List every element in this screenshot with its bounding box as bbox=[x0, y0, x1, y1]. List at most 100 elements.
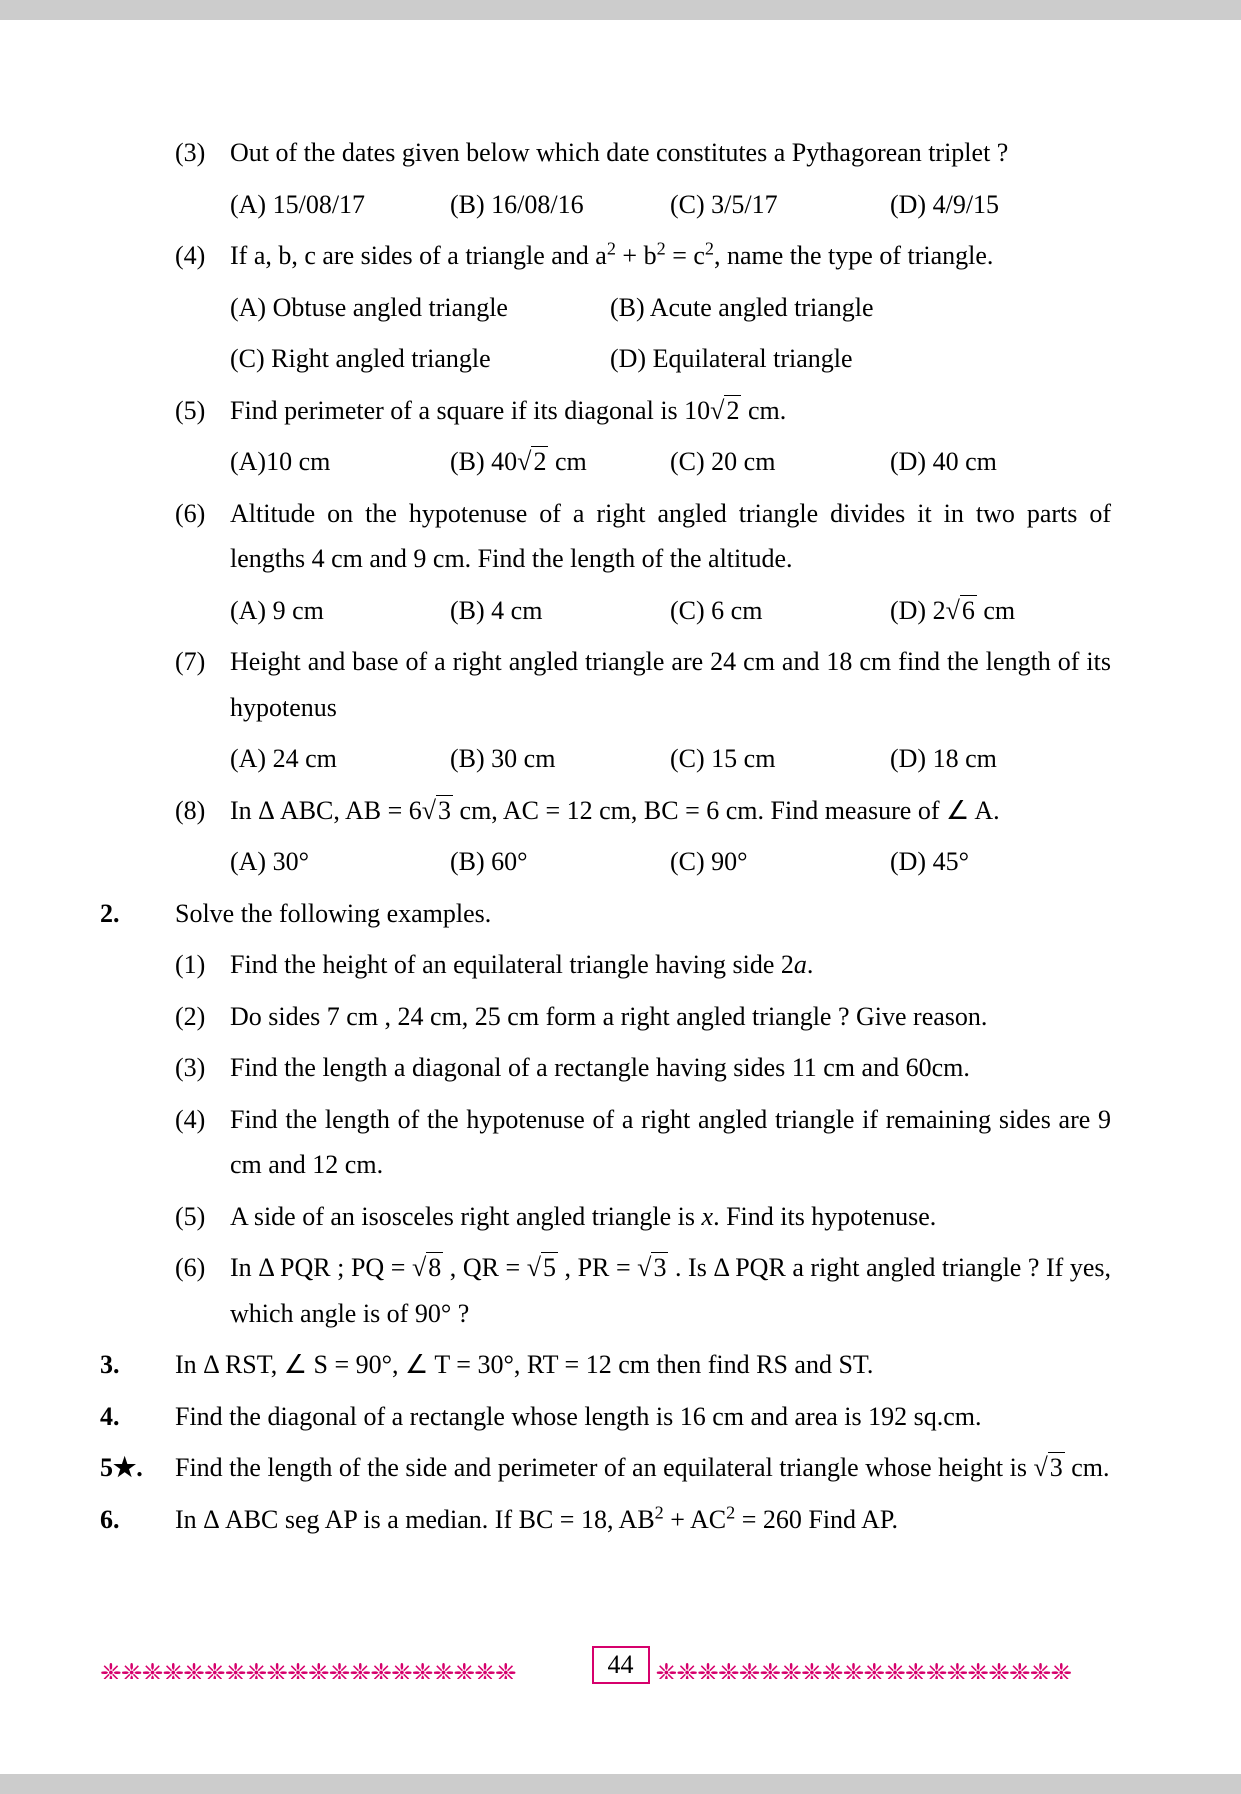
m2s1-ital: a bbox=[794, 950, 807, 979]
q4-end: , name the type of triangle. bbox=[714, 241, 993, 270]
footer-deco-right: ❈❈❈❈❈❈❈❈❈❈❈❈❈❈❈❈❈❈❈❈ bbox=[656, 1651, 1142, 1679]
m2s6-r1: 8 bbox=[426, 1252, 443, 1282]
q5-post: cm. bbox=[741, 396, 786, 425]
sqrt-icon: 2 bbox=[517, 439, 548, 485]
m4-text: Find the diagonal of a rectangle whose l… bbox=[175, 1394, 1111, 1440]
m2s5-ital: x bbox=[702, 1202, 714, 1231]
q5-pre: Find perimeter of a square if its diagon… bbox=[230, 396, 710, 425]
page: (3) Out of the dates given below which d… bbox=[0, 20, 1241, 1774]
m2s6-r3: 3 bbox=[651, 1252, 668, 1282]
sup-2b: 2 bbox=[657, 238, 666, 258]
q8-opt-d: (D) 45° bbox=[890, 839, 1110, 885]
sqrt-icon: 3 bbox=[637, 1245, 668, 1291]
q6-opt-a: (A) 9 cm bbox=[230, 588, 450, 634]
m2-sub-2: (2) Do sides 7 cm , 24 cm, 25 cm form a … bbox=[175, 994, 1111, 1040]
q6-opt-b: (B) 4 cm bbox=[450, 588, 670, 634]
q3-options: (A) 15/08/17 (B) 16/08/16 (C) 3/5/17 (D)… bbox=[230, 182, 1111, 228]
q8-opt-b: (B) 60° bbox=[450, 839, 670, 885]
footer: ❈❈❈❈❈❈❈❈❈❈❈❈❈❈❈❈❈❈❈❈ 44 ❈❈❈❈❈❈❈❈❈❈❈❈❈❈❈❈… bbox=[100, 1646, 1141, 1684]
m2-text: Solve the following examples. bbox=[175, 891, 1111, 937]
q4-text: If a, b, c are sides of a triangle and a… bbox=[230, 233, 1111, 279]
main-question-4: 4. Find the diagonal of a rectangle whos… bbox=[100, 1394, 1111, 1440]
sup-2d: 2 bbox=[655, 1502, 664, 1522]
question-3: (3) Out of the dates given below which d… bbox=[175, 130, 1111, 176]
m2-sub-4: (4) Find the length of the hypotenuse of… bbox=[175, 1097, 1111, 1188]
sqrt-icon: 5 bbox=[527, 1245, 558, 1291]
sup-2c: 2 bbox=[705, 238, 714, 258]
m2-sub-6: (6) In Δ PQR ; PQ = 8 , QR = 5 , PR = 3 … bbox=[175, 1245, 1111, 1336]
q5b-pre: (B) 40 bbox=[450, 447, 517, 476]
q8-root: 3 bbox=[436, 795, 453, 825]
main-question-6: 6. In Δ ABC seg AP is a median. If BC = … bbox=[100, 1497, 1111, 1543]
q5-opt-a: (A)10 cm bbox=[230, 439, 450, 485]
m2s1-num: (1) bbox=[175, 942, 230, 988]
m5-root: 3 bbox=[1048, 1452, 1065, 1482]
m5-post: cm. bbox=[1065, 1453, 1110, 1482]
m2s1-text: Find the height of an equilateral triang… bbox=[230, 942, 1111, 988]
question-6: (6) Altitude on the hypotenuse of a righ… bbox=[175, 491, 1111, 582]
q8-opt-c: (C) 90° bbox=[670, 839, 890, 885]
q5b-post: cm bbox=[548, 447, 586, 476]
q6-opt-c: (C) 6 cm bbox=[670, 588, 890, 634]
q6d-pre: (D) 2 bbox=[890, 596, 946, 625]
q7-opt-b: (B) 30 cm bbox=[450, 736, 670, 782]
q5b-root: 2 bbox=[531, 446, 548, 476]
m2s3-num: (3) bbox=[175, 1045, 230, 1091]
m6-num: 6. bbox=[100, 1497, 175, 1543]
m6-mid: + AC bbox=[664, 1505, 726, 1534]
sup-2e: 2 bbox=[726, 1502, 735, 1522]
m2s1-post: . bbox=[807, 950, 814, 979]
main-question-2: 2. Solve the following examples. bbox=[100, 891, 1111, 937]
q6-num: (6) bbox=[175, 491, 230, 582]
q7-num: (7) bbox=[175, 639, 230, 730]
m2s2-num: (2) bbox=[175, 994, 230, 1040]
sqrt-icon: 2 bbox=[710, 388, 741, 434]
q3-opt-b: (B) 16/08/16 bbox=[450, 182, 670, 228]
q3-opt-a: (A) 15/08/17 bbox=[230, 182, 450, 228]
m2s6-text: In Δ PQR ; PQ = 8 , QR = 5 , PR = 3 . Is… bbox=[230, 1245, 1111, 1336]
q4-opt-d: (D) Equilateral triangle bbox=[610, 336, 1111, 382]
sqrt-icon: 3 bbox=[1033, 1445, 1064, 1491]
m3-num: 3. bbox=[100, 1342, 175, 1388]
q8-text: In Δ ABC, AB = 6 3 cm, AC = 12 cm, BC = 6… bbox=[230, 788, 1111, 834]
q8-post: cm, AC = 12 cm, BC = 6 cm. Find measure … bbox=[453, 796, 1000, 825]
q4-options-row2: (C) Right angled triangle (D) Equilatera… bbox=[230, 336, 1111, 382]
q5-opt-d: (D) 40 cm bbox=[890, 439, 1110, 485]
m2s5-num: (5) bbox=[175, 1194, 230, 1240]
page-number: 44 bbox=[592, 1646, 650, 1684]
m6-post: = 260 Find AP. bbox=[735, 1505, 898, 1534]
m2s5-pre: A side of an isosceles right angled tria… bbox=[230, 1202, 702, 1231]
m2s6-m2: , PR = bbox=[558, 1253, 637, 1282]
question-4: (4) If a, b, c are sides of a triangle a… bbox=[175, 233, 1111, 279]
m6-text: In Δ ABC seg AP is a median. If BC = 18,… bbox=[175, 1497, 1111, 1543]
m2s6-num: (6) bbox=[175, 1245, 230, 1336]
m2s6-r2: 5 bbox=[541, 1252, 558, 1282]
m2s2-text: Do sides 7 cm , 24 cm, 25 cm form a righ… bbox=[230, 994, 1111, 1040]
q5-opt-c: (C) 20 cm bbox=[670, 439, 890, 485]
m2s6-pre: In Δ PQR ; PQ = bbox=[230, 1253, 412, 1282]
m2s4-num: (4) bbox=[175, 1097, 230, 1188]
sqrt-icon: 6 bbox=[946, 588, 977, 634]
sup-2: 2 bbox=[607, 238, 616, 258]
q7-opt-c: (C) 15 cm bbox=[670, 736, 890, 782]
q5-options: (A)10 cm (B) 40 2 cm (C) 20 cm (D) 40 cm bbox=[230, 439, 1111, 485]
m4-num: 4. bbox=[100, 1394, 175, 1440]
q6-text: Altitude on the hypotenuse of a right an… bbox=[230, 491, 1111, 582]
q5-root: 2 bbox=[724, 395, 741, 425]
question-7: (7) Height and base of a right angled tr… bbox=[175, 639, 1111, 730]
m2-sub-1: (1) Find the height of an equilateral tr… bbox=[175, 942, 1111, 988]
q7-options: (A) 24 cm (B) 30 cm (C) 15 cm (D) 18 cm bbox=[230, 736, 1111, 782]
q6-options: (A) 9 cm (B) 4 cm (C) 6 cm (D) 26 cm bbox=[230, 588, 1111, 634]
m3-text: In Δ RST, ∠ S = 90°, ∠ T = 30°, RT = 12 … bbox=[175, 1342, 1111, 1388]
q3-text: Out of the dates given below which date … bbox=[230, 130, 1111, 176]
q5-num: (5) bbox=[175, 388, 230, 434]
q4-num: (4) bbox=[175, 233, 230, 279]
question-8: (8) In Δ ABC, AB = 63 cm, AC = 12 cm, BC… bbox=[175, 788, 1111, 834]
q3-opt-c: (C) 3/5/17 bbox=[670, 182, 890, 228]
q6d-root: 6 bbox=[960, 595, 977, 625]
m5-num: 5★. bbox=[100, 1445, 175, 1491]
sqrt-icon: 3 bbox=[422, 788, 453, 834]
q8-pre: In Δ ABC, AB = 6 bbox=[230, 796, 422, 825]
m2s1-pre: Find the height of an equilateral triang… bbox=[230, 950, 794, 979]
m2s3-text: Find the length a diagonal of a rectangl… bbox=[230, 1045, 1111, 1091]
